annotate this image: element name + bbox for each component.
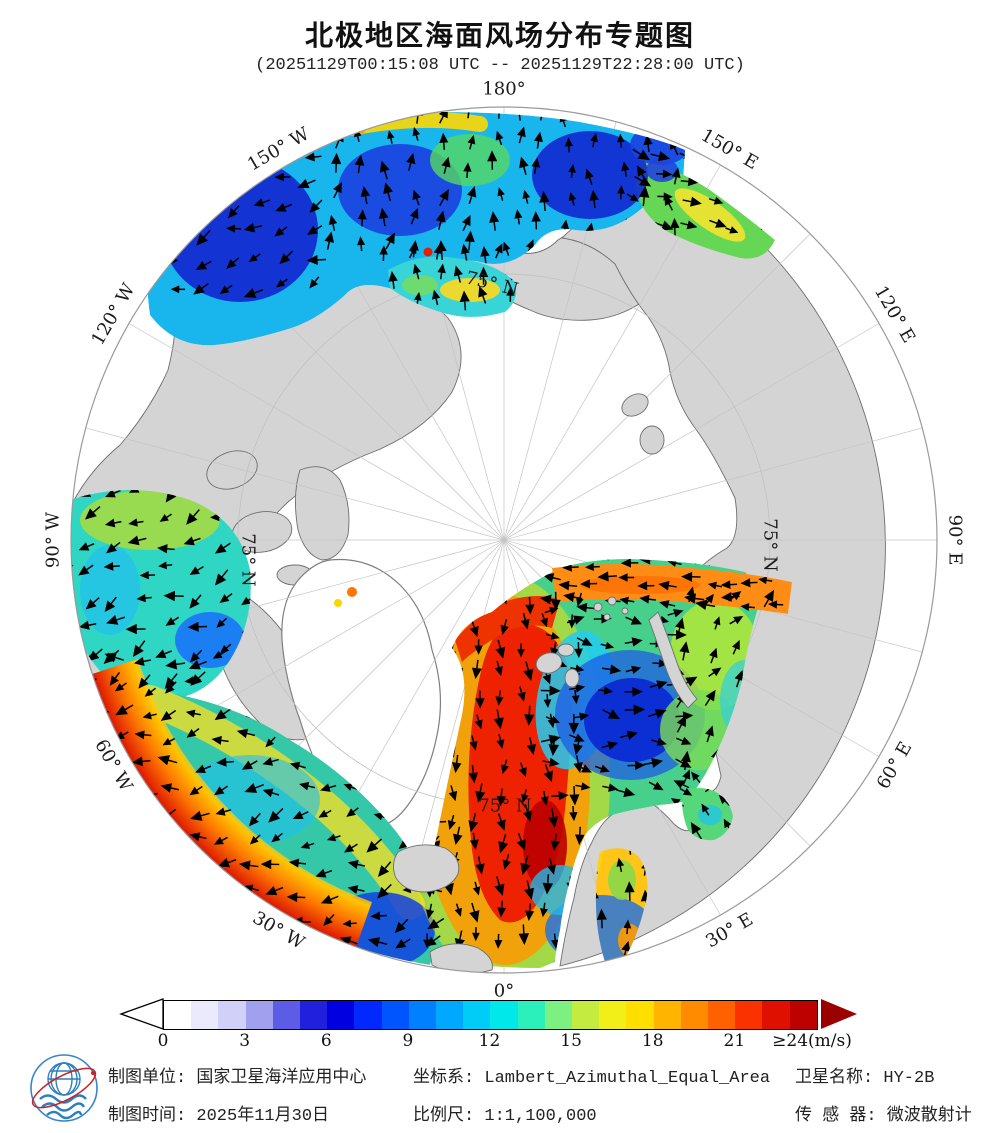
colorbar-segment [653, 1001, 681, 1029]
land-iceland [393, 844, 460, 893]
latitude-label: 75° N [238, 533, 259, 586]
wind-specks [334, 247, 433, 607]
colorbar-segment [272, 1001, 301, 1029]
longitude-label: 180° [482, 79, 525, 100]
colorbar-segment [599, 1001, 627, 1029]
colorbar-tick: 6 [320, 1031, 332, 1051]
satellite-field: 卫星名称: HY-2B [795, 1069, 935, 1088]
colorbar-tick: 12 [478, 1031, 501, 1051]
colorbar-tick: 9 [402, 1031, 414, 1051]
small-islands [393, 393, 698, 973]
colorbar-segment [708, 1001, 736, 1029]
colorbar-segment [572, 1001, 600, 1029]
colorbar-tick: 0 [157, 1031, 169, 1051]
logo-waves [39, 1094, 87, 1120]
colorbar-min-arrow [119, 998, 164, 1030]
colorbar-segment [164, 1001, 192, 1029]
colorbar-tick: 21 [723, 1031, 746, 1051]
colorbar-segment [354, 1001, 382, 1029]
land-franz-josef [593, 602, 603, 612]
colorbar-max-label: ≥24(m/s) [772, 1031, 852, 1051]
colorbar [163, 1000, 818, 1030]
colorbar-segment [735, 1001, 763, 1029]
longitude-label: 0° [494, 981, 514, 1002]
page-subtitle: (20251129T00:15:08 UTC -- 20251129T22:28… [255, 56, 745, 75]
colorbar-segment [436, 1001, 464, 1029]
map-outline [70, 106, 938, 974]
colorbar-tick: 3 [239, 1031, 251, 1051]
page-title: 北极地区海面风场分布专题图 [304, 20, 695, 51]
colorbar-segment [789, 1001, 817, 1029]
scale-field: 比例尺: 1:1,100,000 [413, 1107, 597, 1126]
colorbar-segment [381, 1001, 409, 1029]
land-novaya-zemlya [648, 611, 698, 709]
colorbar-max-arrow [821, 999, 857, 1029]
colorbar-segment [626, 1001, 654, 1029]
longitude-label: 90° E [945, 515, 966, 566]
coord-system-field: 坐标系: Lambert_Azimuthal_Equal_Area [413, 1069, 771, 1088]
colorbar-segment [408, 1001, 437, 1029]
colorbar-segment [544, 1001, 573, 1029]
colorbar-segment [762, 1001, 790, 1029]
logo-orbit [31, 1067, 97, 1109]
land-severnaya-zemlya [621, 393, 649, 417]
colorbar-segment [680, 1001, 709, 1029]
org-field: 制图单位: 国家卫星海洋应用中心 [108, 1069, 367, 1088]
latitude-label: 75° N [478, 796, 531, 817]
colorbar-segment [490, 1001, 518, 1029]
latitude-label: 75° N [760, 518, 781, 571]
map-date-field: 制图时间: 2025年11月30日 [108, 1107, 330, 1126]
colorbar-segment [300, 1001, 328, 1029]
colorbar-tick: 15 [560, 1031, 582, 1051]
land-svalbard [535, 652, 563, 674]
agency-logo [30, 1054, 98, 1122]
colorbar-segment [245, 1001, 273, 1029]
colorbar-tick: 18 [641, 1031, 664, 1051]
colorbar-segment [517, 1001, 545, 1029]
sensor-field: 传 感 器: 微波散射计 [795, 1107, 972, 1126]
colorbar-segment [463, 1001, 491, 1029]
logo-globe [47, 1062, 81, 1096]
land-ellesmere-island [295, 466, 350, 561]
longitude-label: 90° W [43, 511, 64, 568]
colorbar-segment [218, 1001, 246, 1029]
colorbar-segment [191, 1001, 219, 1029]
colorbar-segment [327, 1001, 355, 1029]
